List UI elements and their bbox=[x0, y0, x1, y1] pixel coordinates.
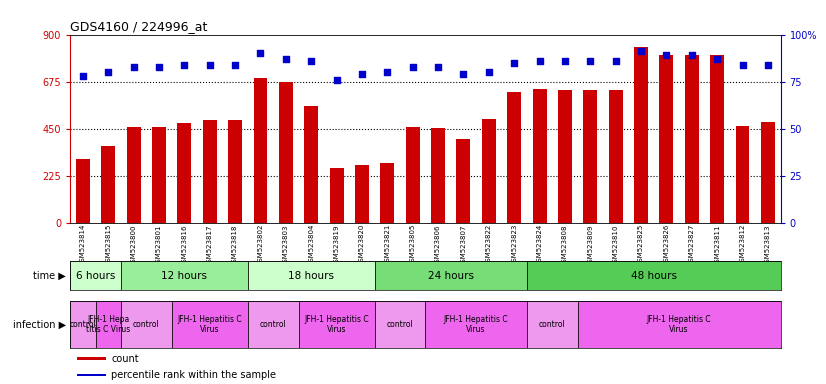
Bar bbox=[355, 165, 369, 223]
Bar bbox=[248, 261, 375, 290]
Text: count: count bbox=[112, 354, 139, 364]
Bar bbox=[457, 139, 471, 223]
Point bbox=[660, 52, 673, 58]
Point bbox=[76, 73, 89, 79]
Text: JFH-1 Hepatitis C
Virus: JFH-1 Hepatitis C Virus bbox=[304, 315, 369, 334]
Bar bbox=[254, 78, 268, 223]
Bar bbox=[577, 301, 781, 348]
Bar bbox=[375, 261, 527, 290]
Bar bbox=[735, 126, 749, 223]
Bar bbox=[558, 90, 572, 223]
Point bbox=[762, 61, 775, 68]
Bar bbox=[102, 146, 116, 223]
Text: time ▶: time ▶ bbox=[33, 270, 66, 281]
Point bbox=[305, 58, 318, 64]
Point bbox=[457, 71, 470, 77]
Bar bbox=[78, 358, 106, 360]
Point bbox=[431, 63, 444, 70]
Point bbox=[482, 69, 496, 75]
Bar bbox=[330, 168, 344, 223]
Bar bbox=[126, 127, 140, 223]
Text: control: control bbox=[260, 320, 287, 329]
Bar bbox=[76, 159, 90, 223]
Bar bbox=[431, 127, 445, 223]
Bar bbox=[121, 261, 248, 290]
Point bbox=[152, 63, 165, 70]
Text: 18 hours: 18 hours bbox=[288, 270, 335, 281]
Bar bbox=[406, 127, 420, 223]
Text: GDS4160 / 224996_at: GDS4160 / 224996_at bbox=[70, 20, 207, 33]
Bar bbox=[279, 82, 293, 223]
Bar bbox=[710, 55, 724, 223]
Point bbox=[381, 69, 394, 75]
Bar bbox=[70, 301, 96, 348]
Text: control: control bbox=[69, 320, 97, 329]
Point bbox=[558, 58, 572, 64]
Point bbox=[330, 77, 343, 83]
Bar bbox=[583, 90, 597, 223]
Point bbox=[229, 61, 242, 68]
Bar bbox=[248, 301, 298, 348]
Bar bbox=[152, 127, 166, 223]
Bar bbox=[761, 122, 775, 223]
Text: control: control bbox=[133, 320, 159, 329]
Bar bbox=[375, 301, 425, 348]
Point bbox=[254, 50, 267, 56]
Text: infection ▶: infection ▶ bbox=[13, 319, 66, 329]
Bar bbox=[70, 261, 121, 290]
Bar bbox=[533, 89, 547, 223]
Text: JFH-1 Hepa
titis C Virus: JFH-1 Hepa titis C Virus bbox=[86, 315, 131, 334]
Text: percentile rank within the sample: percentile rank within the sample bbox=[112, 370, 277, 381]
Bar bbox=[96, 301, 121, 348]
Bar bbox=[380, 163, 394, 223]
Bar bbox=[527, 261, 781, 290]
Bar bbox=[507, 92, 521, 223]
Text: 6 hours: 6 hours bbox=[76, 270, 116, 281]
Text: control: control bbox=[539, 320, 566, 329]
Bar bbox=[482, 119, 496, 223]
Text: JFH-1 Hepatitis C
Virus: JFH-1 Hepatitis C Virus bbox=[647, 315, 711, 334]
Point bbox=[203, 61, 216, 68]
Text: 24 hours: 24 hours bbox=[428, 270, 474, 281]
Bar bbox=[425, 301, 527, 348]
Point bbox=[127, 63, 140, 70]
Point bbox=[710, 56, 724, 62]
Point bbox=[685, 52, 698, 58]
Bar bbox=[121, 301, 172, 348]
Bar bbox=[527, 301, 577, 348]
Bar bbox=[609, 90, 623, 223]
Point bbox=[609, 58, 622, 64]
Point bbox=[355, 71, 368, 77]
Text: JFH-1 Hepatitis C
Virus: JFH-1 Hepatitis C Virus bbox=[444, 315, 509, 334]
Bar bbox=[202, 120, 216, 223]
Point bbox=[533, 58, 546, 64]
Point bbox=[736, 61, 749, 68]
Text: 12 hours: 12 hours bbox=[161, 270, 207, 281]
Bar bbox=[634, 47, 648, 223]
Bar bbox=[172, 301, 248, 348]
Bar bbox=[685, 55, 699, 223]
Point bbox=[584, 58, 597, 64]
Point bbox=[102, 69, 115, 75]
Point bbox=[406, 63, 420, 70]
Bar bbox=[178, 123, 192, 223]
Point bbox=[279, 56, 292, 62]
Bar bbox=[78, 374, 106, 376]
Text: JFH-1 Hepatitis C
Virus: JFH-1 Hepatitis C Virus bbox=[178, 315, 242, 334]
Point bbox=[507, 60, 520, 66]
Text: 48 hours: 48 hours bbox=[631, 270, 676, 281]
Bar bbox=[304, 106, 318, 223]
Bar bbox=[298, 301, 375, 348]
Text: control: control bbox=[387, 320, 413, 329]
Bar bbox=[659, 55, 673, 223]
Point bbox=[178, 61, 191, 68]
Point bbox=[634, 48, 648, 55]
Bar bbox=[228, 120, 242, 223]
